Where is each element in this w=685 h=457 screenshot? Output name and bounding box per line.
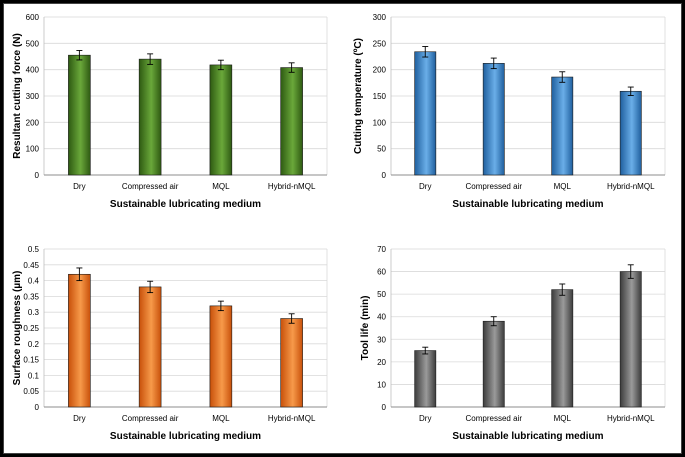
y-tick-label: 30 [377, 335, 386, 344]
x-category-label: Hybrid-nMQL [268, 182, 316, 191]
chart-panel-2: 0 50 100 150 200 250 300 Dry Compressed air MQL Hy… [353, 13, 666, 210]
bar [619, 90, 642, 176]
bar [280, 318, 303, 408]
bar [551, 289, 574, 408]
y-tick-label: 60 [377, 268, 386, 277]
x-category-label: MQL [212, 414, 230, 423]
y-tick-label: 0.25 [23, 324, 39, 333]
bar [414, 350, 437, 408]
y-tick-label: 0.3 [28, 308, 40, 317]
y-tick-label: 400 [26, 66, 40, 75]
x-axis-title: Sustainable lubricating medium [110, 431, 261, 442]
x-category-label: Dry [419, 182, 431, 191]
bar [280, 67, 303, 176]
x-category-label: MQL [554, 182, 572, 191]
bar [619, 271, 642, 408]
x-category-label: Compressed air [122, 182, 179, 191]
bar [209, 305, 233, 408]
x-axis-title: Sustainable lubricating medium [452, 199, 603, 210]
y-tick-label: 10 [377, 380, 386, 389]
x-category-label: Hybrid-nMQL [607, 414, 655, 423]
x-category-label: Dry [73, 414, 85, 423]
y-axis-title: Resultant cutting force (N) [12, 33, 23, 159]
bar [482, 320, 505, 408]
bar [551, 76, 574, 176]
chart-panel-1: 0 100 200 300 400 500 600 Dry Compressed air MQL H… [12, 13, 328, 210]
y-tick-label: 0 [382, 403, 387, 412]
y-tick-label: 100 [373, 118, 387, 127]
y-tick-label: 200 [373, 66, 387, 75]
bar [138, 286, 162, 408]
y-tick-label: 250 [373, 39, 387, 48]
y-tick-label: 0.4 [28, 277, 40, 286]
x-category-label: MQL [212, 182, 230, 191]
y-tick-label: 70 [377, 245, 386, 254]
bar [209, 64, 233, 176]
y-tick-label: 0.5 [28, 245, 40, 254]
x-category-label: Compressed air [466, 182, 523, 191]
bar [482, 63, 505, 176]
y-tick-label: 0.05 [23, 387, 39, 396]
bar [68, 273, 91, 408]
y-axis-title: Tool life (min) [360, 296, 371, 361]
y-tick-label: 0 [382, 171, 387, 180]
x-axis-title: Sustainable lubricating medium [110, 199, 261, 210]
x-category-label: Dry [73, 182, 85, 191]
x-category-label: MQL [554, 414, 572, 423]
x-category-label: Hybrid-nMQL [268, 414, 316, 423]
y-tick-label: 0.15 [23, 356, 39, 365]
chart-panel-4: 0 10 20 30 40 50 60 70 Dry Compressed air MQL Hybri… [360, 245, 666, 442]
y-tick-label: 0 [35, 171, 40, 180]
y-tick-label: 0.2 [28, 340, 40, 349]
x-category-label: Hybrid-nMQL [607, 182, 655, 191]
y-tick-label: 600 [26, 13, 40, 22]
y-axis-title: Cutting temperature (ºC) [353, 38, 364, 154]
bar [414, 51, 437, 176]
chart-panel-3: 0 0.05 0.1 0.15 0.2 0.25 0.3 0.35 0.4 0.45 0.5 Dry C… [12, 245, 328, 442]
y-tick-label: 0.1 [28, 371, 40, 380]
y-tick-label: 200 [26, 118, 40, 127]
y-tick-label: 100 [26, 145, 40, 154]
bar [68, 54, 91, 176]
y-tick-label: 300 [373, 13, 387, 22]
y-tick-label: 20 [377, 358, 386, 367]
y-tick-label: 50 [377, 290, 386, 299]
x-axis-title: Sustainable lubricating medium [452, 431, 603, 442]
y-tick-label: 0 [35, 403, 40, 412]
y-tick-label: 0.45 [23, 261, 39, 270]
y-axis-title: Surface roughness (µm) [12, 271, 23, 386]
y-tick-label: 40 [377, 313, 386, 322]
bar [138, 58, 162, 176]
y-tick-label: 300 [26, 92, 40, 101]
x-category-label: Compressed air [466, 414, 523, 423]
x-category-label: Compressed air [122, 414, 179, 423]
y-tick-label: 500 [26, 39, 40, 48]
y-tick-label: 0.35 [23, 292, 39, 301]
x-category-label: Dry [419, 414, 431, 423]
y-tick-label: 150 [373, 92, 387, 101]
y-tick-label: 50 [377, 145, 386, 154]
